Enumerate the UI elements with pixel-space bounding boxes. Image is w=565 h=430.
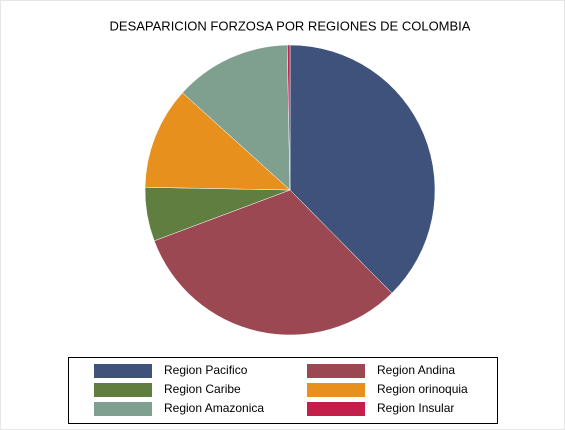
legend-label: Region Andina — [377, 363, 455, 377]
legend-label: Region orinoquia — [377, 382, 468, 396]
legend-swatch — [307, 383, 365, 397]
pie-slice — [287, 44, 291, 191]
legend-label: Region Insular — [377, 401, 454, 415]
chart-title: DESAPARICION FORZOSA POR REGIONES DE COL… — [110, 18, 471, 33]
legend-swatch — [307, 364, 365, 378]
legend-swatch — [94, 383, 152, 397]
legend-swatch — [307, 402, 365, 416]
pie-slice — [182, 44, 291, 191]
pie-slice — [144, 92, 291, 191]
legend-swatch — [94, 402, 152, 416]
legend-label: Region Caribe — [164, 382, 241, 396]
pie-slice — [153, 189, 393, 336]
legend-label: Region Amazonica — [164, 401, 264, 415]
legend-label: Region Pacifico — [164, 363, 248, 377]
legend-swatch — [94, 364, 152, 378]
pie-slice — [289, 44, 436, 294]
